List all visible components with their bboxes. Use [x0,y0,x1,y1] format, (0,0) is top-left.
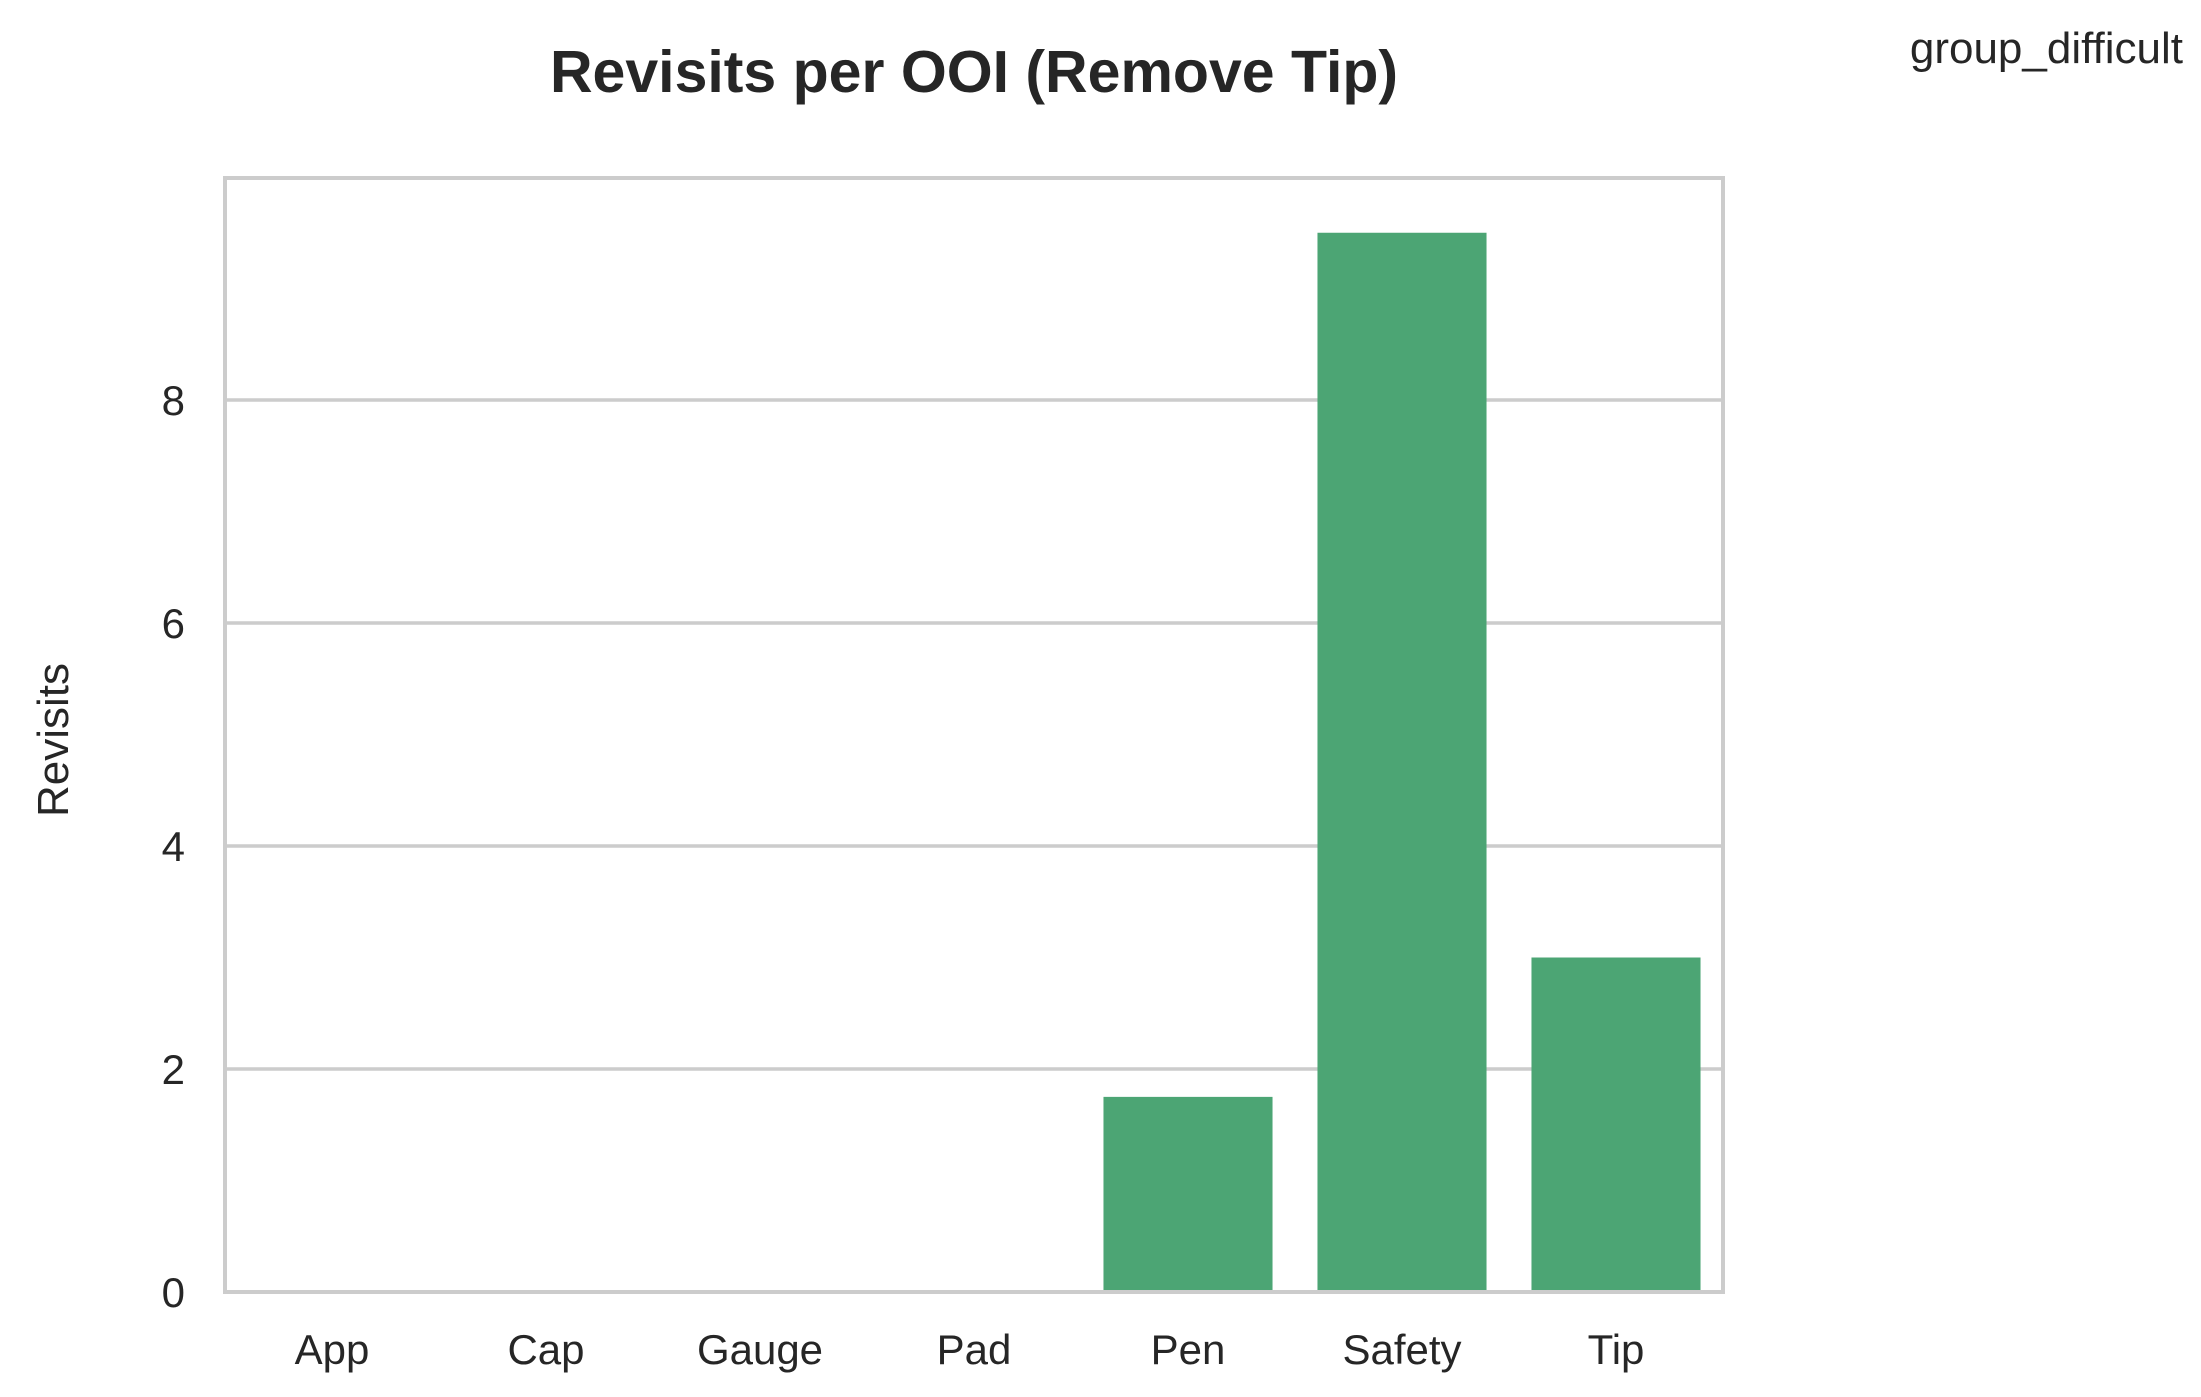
x-tick-label-pen: Pen [1151,1326,1226,1373]
x-tick-label-cap: Cap [507,1326,584,1373]
y-axis-label: Revisits [29,663,78,817]
x-tick-label-pad: Pad [937,1326,1012,1373]
x-tick-labels: App Cap Gauge Pad Pen Safety Tip [295,1326,1645,1373]
x-tick-label-safety: Safety [1342,1326,1461,1373]
bars [1103,232,1701,1292]
bar-tip [1531,957,1701,1292]
chart-title: Revisits per OOI (Remove Tip) [550,39,1398,105]
y-tick-label: 6 [162,600,185,647]
y-gridlines [225,398,1723,1071]
x-tick-label-tip: Tip [1588,1326,1645,1373]
x-tick-label-gauge: Gauge [697,1326,823,1373]
y-tick-label: 0 [162,1269,185,1316]
y-tick-label: 2 [162,1046,185,1093]
y-tick-label: 8 [162,377,185,424]
bar-safety [1317,232,1487,1292]
bar-pen [1103,1096,1273,1292]
y-tick-labels: 0 2 4 6 8 [162,377,185,1316]
legend-title: group_difficult [1910,24,2183,73]
x-tick-label-app: App [295,1326,370,1373]
plot-frame [223,176,1725,1294]
y-tick-label: 4 [162,823,185,870]
